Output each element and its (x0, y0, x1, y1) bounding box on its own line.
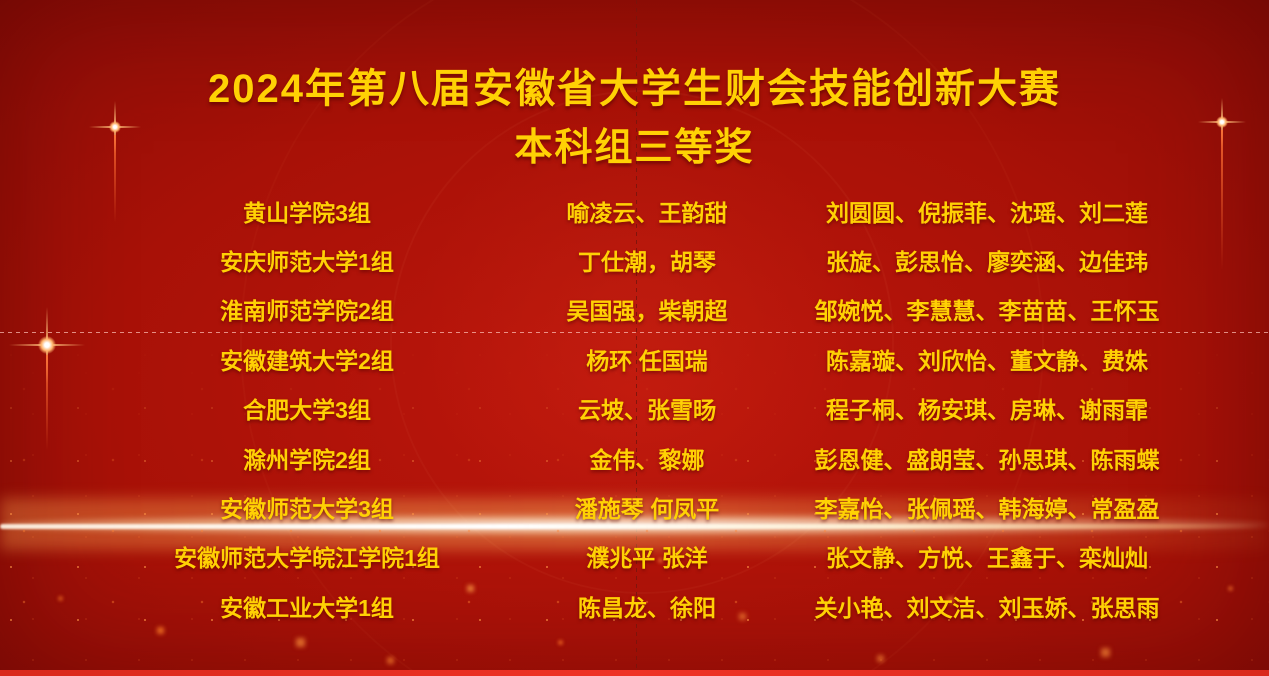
group-name: 安徽建筑大学2组 (220, 347, 394, 374)
decorative-ring (240, 0, 1044, 676)
student-names: 张旋、彭思怡、廖奕涵、边佳玮 (826, 249, 1148, 276)
student-names: 程子桐、杨安琪、房琳、谢雨霏 (826, 397, 1148, 424)
advisor-names: 杨环 任国瑞 (586, 347, 708, 374)
group-name: 安徽师范大学皖江学院1组 (174, 545, 440, 572)
student-names: 李嘉怡、张佩瑶、韩海婷、常盈盈 (814, 496, 1160, 523)
horizontal-guide-line (0, 332, 1269, 333)
advisor-names: 吴国强，柴朝超 (566, 298, 728, 325)
page-subtitle: 本科组三等奖 (514, 127, 755, 169)
group-name: 安徽师范大学3组 (220, 496, 394, 523)
award-row: 安徽师范大学3组 潘施琴 何凤平 李嘉怡、张佩瑶、韩海婷、常盈盈 (0, 482, 1269, 531)
advisor-names: 喻凌云、王韵甜 (566, 199, 728, 226)
advisor-names: 陈昌龙、徐阳 (578, 594, 716, 621)
award-row: 安徽工业大学1组 陈昌龙、徐阳 关小艳、刘文洁、刘玉娇、张思雨 (0, 581, 1269, 630)
award-row: 合肥大学3组 云坡、张雪旸 程子桐、杨安琪、房琳、谢雨霏 (0, 384, 1269, 433)
student-names: 陈嘉璇、刘欣怡、董文静、费姝 (826, 347, 1148, 374)
student-names: 刘圆圆、倪振菲、沈瑶、刘二莲 (826, 199, 1148, 226)
group-name: 淮南师范学院2组 (220, 298, 394, 325)
advisor-names: 丁仕潮，胡琴 (578, 249, 716, 276)
bottom-accent-strip (0, 670, 1269, 676)
group-name: 合肥大学3组 (243, 397, 371, 424)
page-title: 2024年第八届安徽省大学生财会技能创新大赛 (208, 67, 1061, 111)
group-name: 安庆师范大学1组 (220, 249, 394, 276)
group-name: 滁州学院2组 (243, 446, 371, 473)
student-names: 邹婉悦、李慧慧、李苗苗、王怀玉 (814, 298, 1160, 325)
student-names: 彭恩健、盛朗莹、孙思琪、陈雨蝶 (814, 446, 1160, 473)
award-row: 黄山学院3组 喻凌云、王韵甜 刘圆圆、倪振菲、沈瑶、刘二莲 (0, 186, 1269, 235)
award-row: 安徽建筑大学2组 杨环 任国瑞 陈嘉璇、刘欣怡、董文静、费姝 (0, 334, 1269, 383)
vertical-guide-line (636, 0, 637, 676)
advisor-names: 潘施琴 何凤平 (574, 496, 720, 523)
advisor-names: 云坡、张雪旸 (578, 397, 716, 424)
award-row: 安庆师范大学1组 丁仕潮，胡琴 张旋、彭思怡、廖奕涵、边佳玮 (0, 235, 1269, 284)
award-row: 淮南师范学院2组 吴国强，柴朝超 邹婉悦、李慧慧、李苗苗、王怀玉 (0, 285, 1269, 334)
awards-table: 黄山学院3组 喻凌云、王韵甜 刘圆圆、倪振菲、沈瑶、刘二莲 安庆师范大学1组 丁… (0, 186, 1269, 631)
award-row: 滁州学院2组 金伟、黎娜 彭恩健、盛朗莹、孙思琪、陈雨蝶 (0, 433, 1269, 482)
student-names: 关小艳、刘文洁、刘玉娇、张思雨 (814, 594, 1160, 621)
advisor-names: 濮兆平 张洋 (586, 545, 708, 572)
advisor-names: 金伟、黎娜 (589, 446, 705, 473)
bokeh-dots (0, 0, 1, 1)
group-name: 安徽工业大学1组 (220, 594, 394, 621)
student-names: 张文静、方悦、王鑫于、栾灿灿 (826, 545, 1148, 572)
award-row: 安徽师范大学皖江学院1组 濮兆平 张洋 张文静、方悦、王鑫于、栾灿灿 (0, 532, 1269, 581)
group-name: 黄山学院3组 (243, 199, 371, 226)
